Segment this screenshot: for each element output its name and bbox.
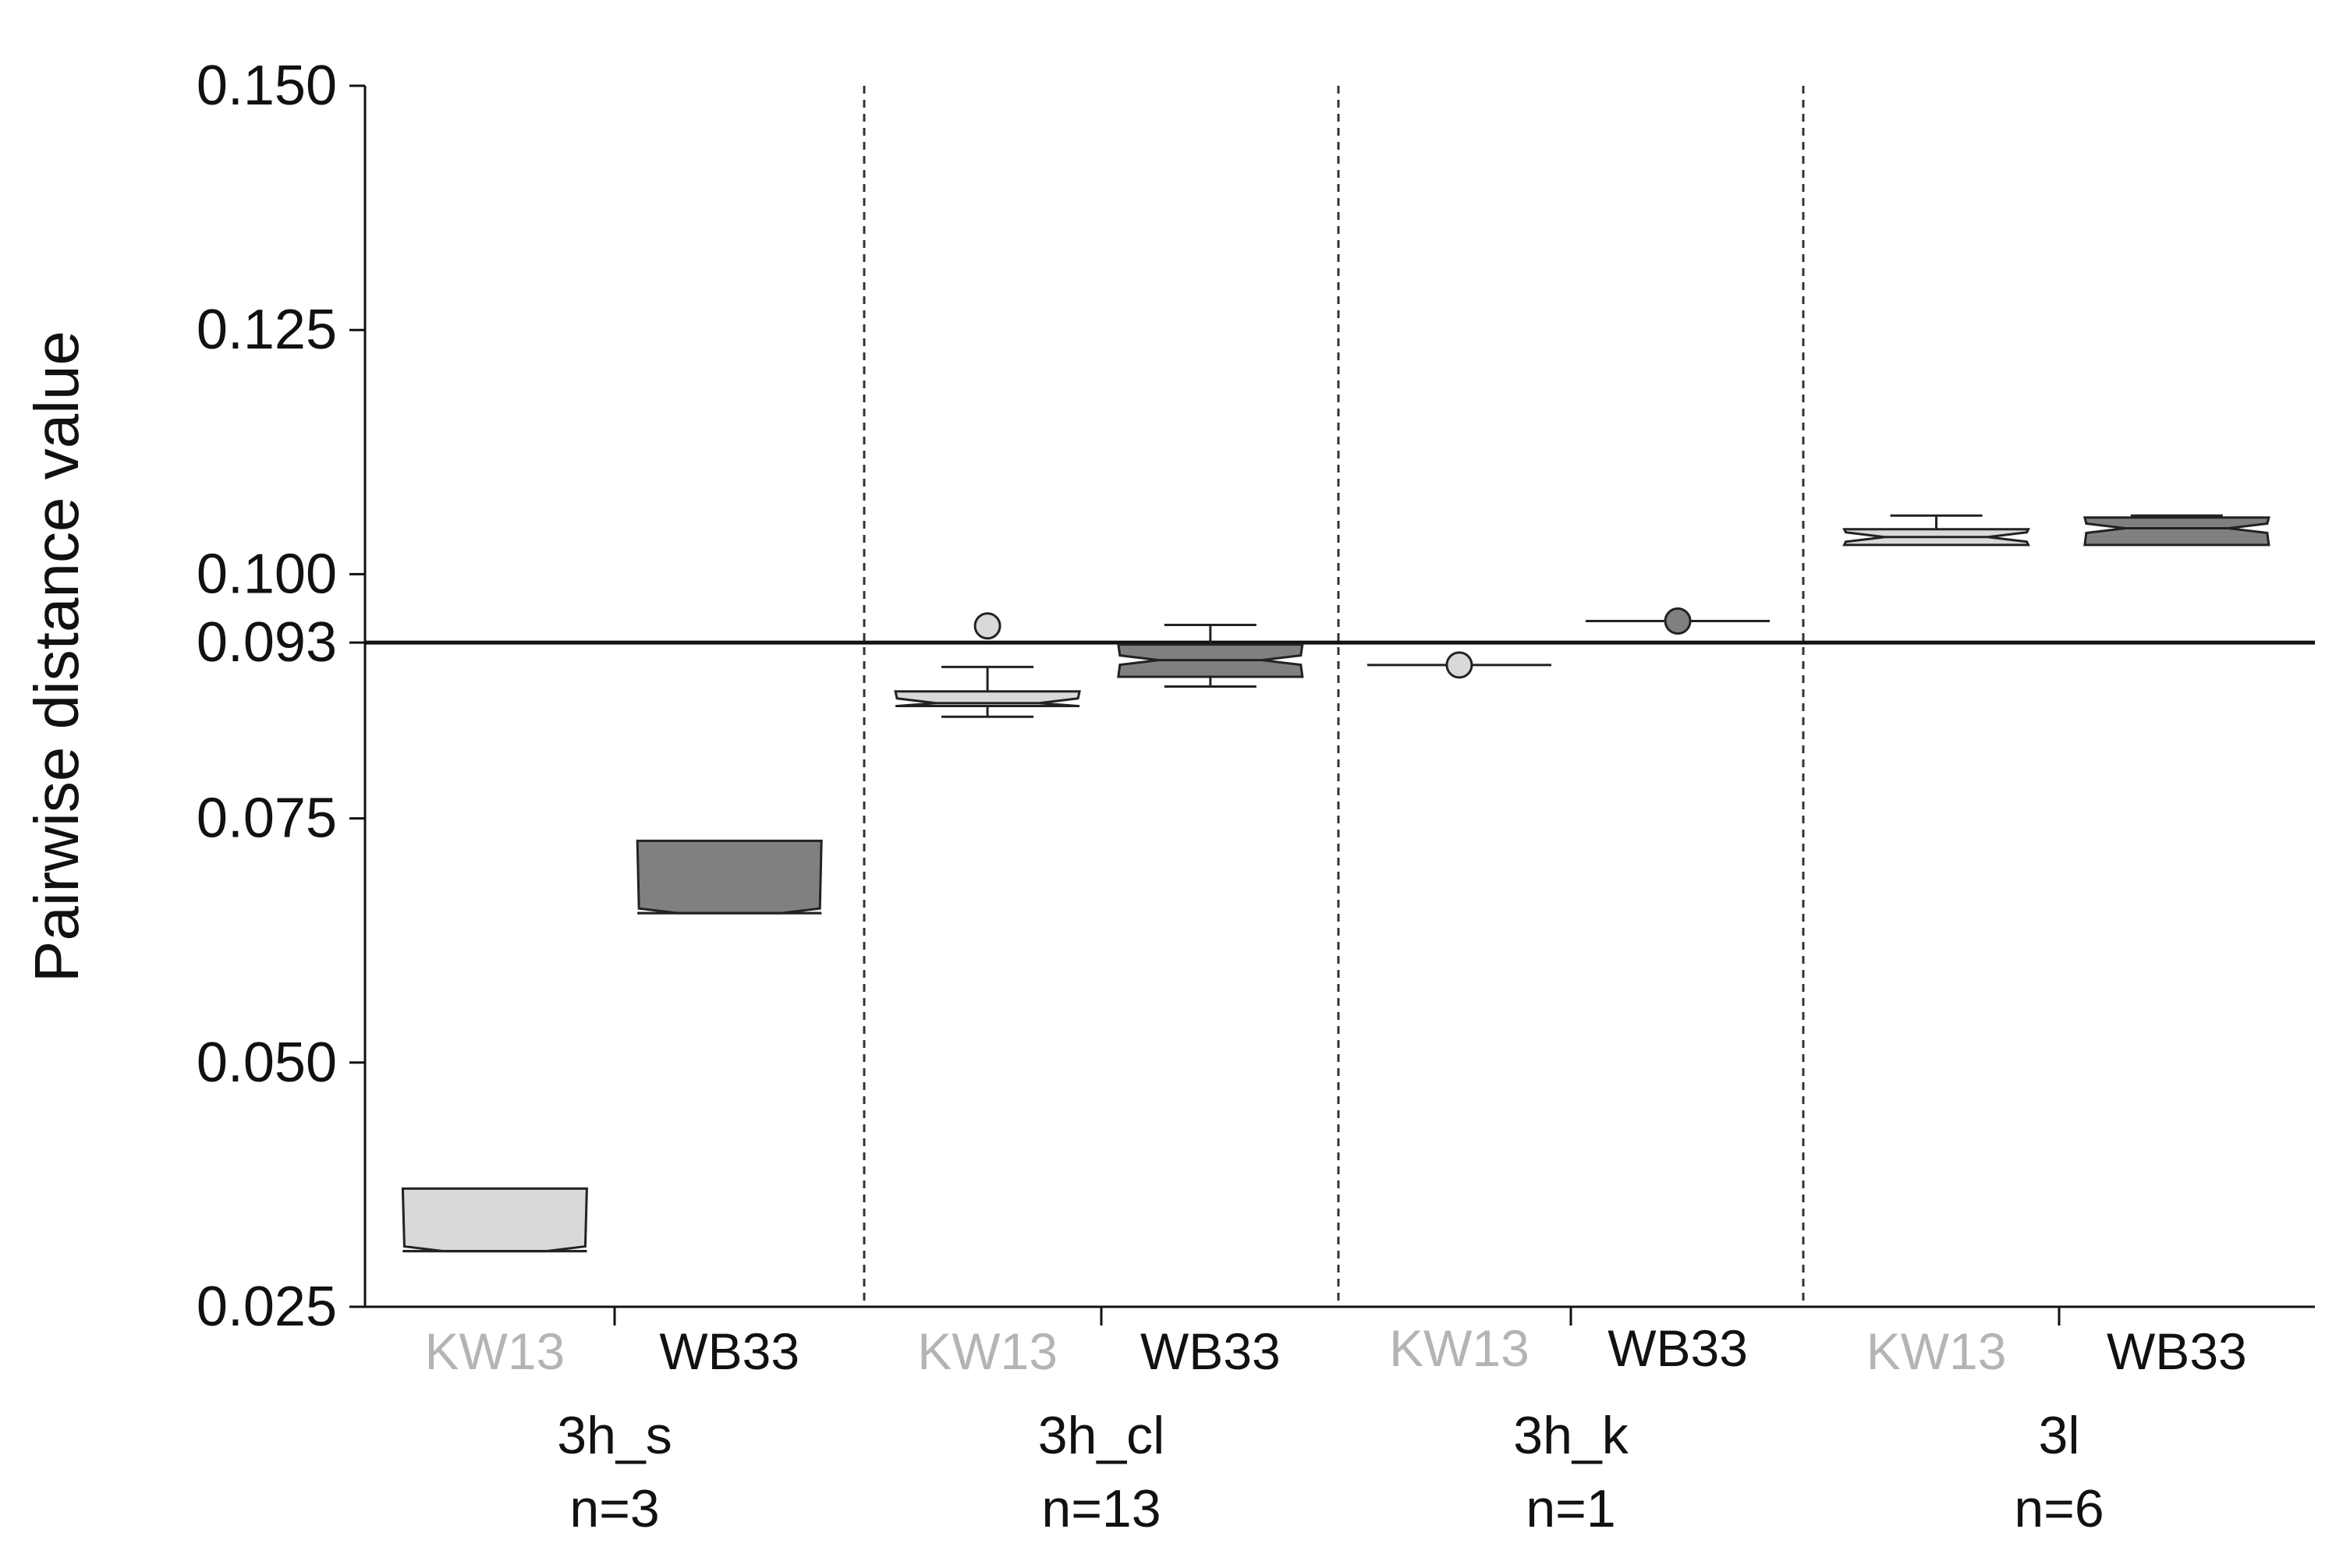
y-tick-label-4: 0.100	[197, 543, 337, 605]
y-tick-label-0: 0.025	[197, 1276, 337, 1338]
category-label-3h_k-WB33: WB33	[1607, 1319, 1748, 1377]
y-tick-label-2: 0.075	[197, 788, 337, 850]
y-axis-title: Pairwise distance value	[22, 331, 91, 982]
outlier-point-0	[1664, 607, 1692, 635]
category-label-3h_s-WB33: WB33	[659, 1322, 799, 1380]
category-label-3l-KW13: KW13	[1866, 1322, 2007, 1380]
box-body	[636, 839, 823, 915]
category-label-3l-WB33: WB33	[2107, 1322, 2247, 1380]
group-label-3h_s: 3h_s	[557, 1406, 672, 1465]
group-n-label-3h_k: n=1	[1526, 1479, 1615, 1538]
box-3h_cl-WB33	[1117, 624, 1304, 688]
group-n-label-3l: n=6	[2014, 1479, 2104, 1538]
outlier-point-0	[973, 612, 1001, 640]
group-n-label-3h_cl: n=13	[1041, 1479, 1161, 1538]
outlier-point-0	[1445, 651, 1473, 679]
box-body	[401, 1187, 588, 1253]
group-label-3h_k: 3h_k	[1513, 1406, 1629, 1465]
box-3h_s-WB33	[636, 839, 823, 915]
y-tick-label-3: 0.093	[197, 611, 337, 674]
y-tick-label-5: 0.125	[197, 299, 337, 361]
category-label-3h_s-KW13: KW13	[425, 1322, 565, 1380]
box-3l-WB33	[2082, 514, 2270, 547]
y-tick-label-6: 0.150	[197, 55, 337, 117]
category-label-3h_k-KW13: KW13	[1389, 1319, 1530, 1377]
box-3l-KW13	[1842, 514, 2030, 547]
box-3h_cl-KW13	[894, 612, 1081, 718]
box-3h_s-KW13	[401, 1187, 588, 1253]
category-label-3h_cl-KW13: KW13	[917, 1322, 1058, 1380]
y-tick-label-1: 0.050	[197, 1032, 337, 1094]
group-n-label-3h_s: n=3	[569, 1479, 659, 1538]
group-label-3h_cl: 3h_cl	[1038, 1406, 1165, 1465]
category-label-3h_cl-WB33: WB33	[1140, 1322, 1281, 1380]
box-3h_k-KW13	[1366, 651, 1551, 679]
box-3h_k-WB33	[1586, 607, 1771, 635]
group-label-3l: 3l	[2039, 1406, 2080, 1465]
y-axis-label: Pairwise distance value	[22, 331, 91, 982]
box-body	[2082, 516, 2270, 547]
